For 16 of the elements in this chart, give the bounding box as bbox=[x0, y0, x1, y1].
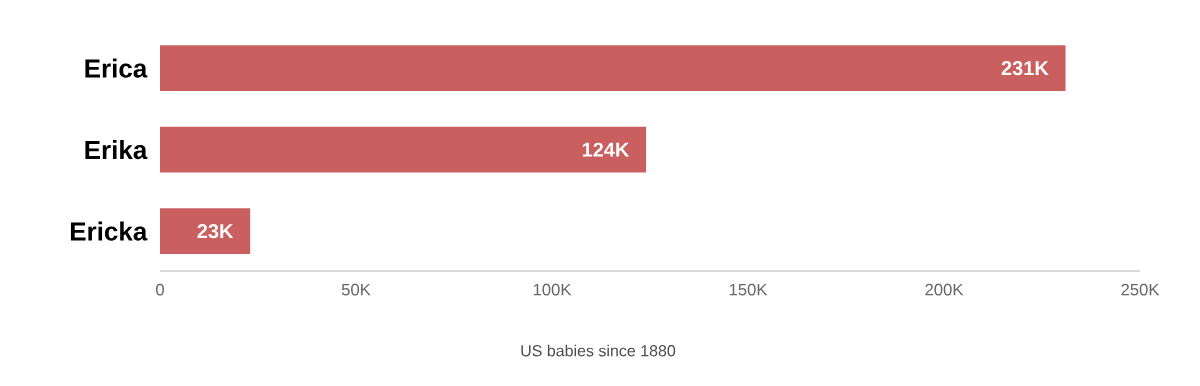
bar bbox=[160, 126, 647, 173]
x-tick-label: 100K bbox=[533, 283, 572, 296]
bar bbox=[160, 45, 1066, 91]
x-tick-label: 250K bbox=[1121, 283, 1160, 296]
x-tick-label: 0 bbox=[156, 283, 164, 296]
y-tick-label: Erica bbox=[85, 58, 148, 78]
x-tick-label: 50K bbox=[341, 283, 371, 296]
x-tick-label: 150K bbox=[729, 283, 768, 296]
x-tick-label: 200K bbox=[925, 283, 964, 296]
data-label: 124K bbox=[582, 142, 630, 157]
data-label: 23K bbox=[197, 223, 234, 239]
x-axis-title: US babies since 1880 bbox=[521, 344, 676, 357]
bar bbox=[160, 208, 251, 254]
y-tick-label: Ericka bbox=[70, 221, 148, 241]
data-label: 231K bbox=[1001, 61, 1049, 76]
y-tick-label: Erika bbox=[85, 140, 148, 160]
